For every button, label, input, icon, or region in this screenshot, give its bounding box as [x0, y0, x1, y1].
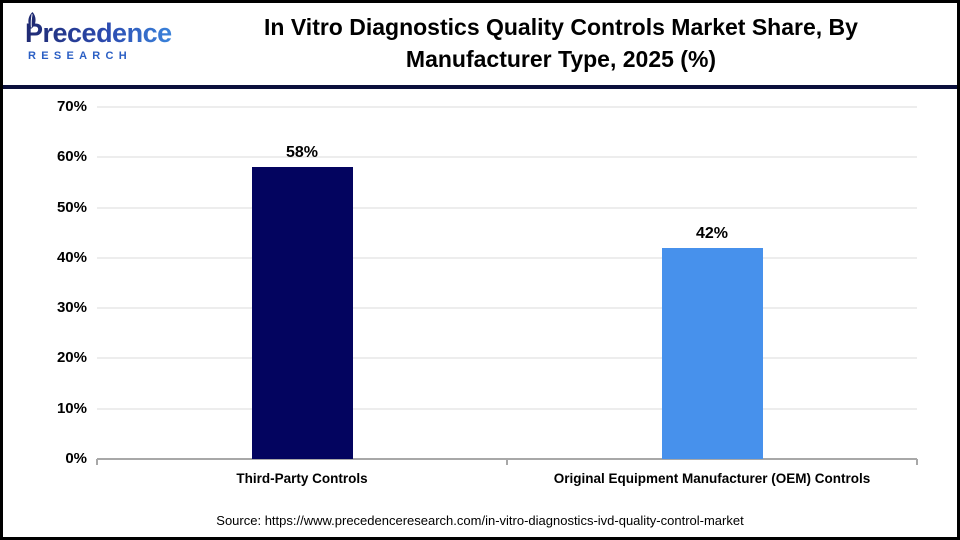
header: Precedence RESEARCH In Vitro Diagnostics…: [3, 3, 957, 89]
x-axis-tick: [96, 459, 98, 465]
bar-value-label: 42%: [695, 224, 729, 242]
source-text: Source: https://www.precedenceresearch.c…: [216, 513, 744, 528]
category-label: Third-Party Controls: [236, 471, 368, 486]
plot-area: 58% 42%: [96, 106, 918, 465]
y-tick-label: 40%: [56, 248, 87, 266]
y-tick-label: 0%: [65, 450, 87, 467]
bar: [251, 167, 353, 459]
chart-title-line-2: Manufacturer Type, 2025 (%): [405, 45, 717, 72]
gridline: [97, 407, 917, 410]
x-axis-tick: [916, 459, 918, 465]
logo-subtext: RESEARCH: [28, 50, 132, 63]
y-tick-label: 30%: [56, 299, 87, 317]
gridline: [97, 307, 917, 310]
gridline: [97, 357, 917, 360]
y-axis-labels: 0% 10% 20% 30% 40% 50% 60% 70%: [3, 98, 87, 467]
gridline: [97, 156, 917, 159]
y-tick-label: 20%: [56, 349, 87, 367]
chart-title: In Vitro Diagnostics Quality Controls Ma…: [171, 12, 951, 75]
gridline: [97, 206, 917, 209]
y-tick-label: 50%: [56, 198, 87, 216]
gridline: [97, 106, 917, 108]
bar-value-label: 58%: [285, 144, 319, 162]
leaf-icon: [28, 12, 36, 29]
chart-title-line-1: In Vitro Diagnostics Quality Controls Ma…: [264, 14, 858, 40]
x-axis-tick: [506, 459, 508, 465]
bar-chart: 0% 10% 20% 30% 40% 50% 60% 70% 58% 42% Third-Par…: [3, 89, 957, 537]
logo-wordmark: Precedence: [25, 12, 175, 48]
x-axis-labels: Third-Party Controls Original Equipment M…: [97, 471, 917, 486]
precedence-logo: Precedence RESEARCH: [25, 12, 175, 63]
category-label: Original Equipment Manufacturer (OEM) Co…: [553, 471, 871, 486]
bar: [661, 247, 763, 459]
y-tick-label: 60%: [56, 148, 87, 166]
y-tick-label: 10%: [56, 399, 87, 417]
gridline: [97, 256, 917, 259]
y-tick-label: 70%: [56, 98, 87, 115]
logo-text: Precedence: [25, 18, 172, 48]
